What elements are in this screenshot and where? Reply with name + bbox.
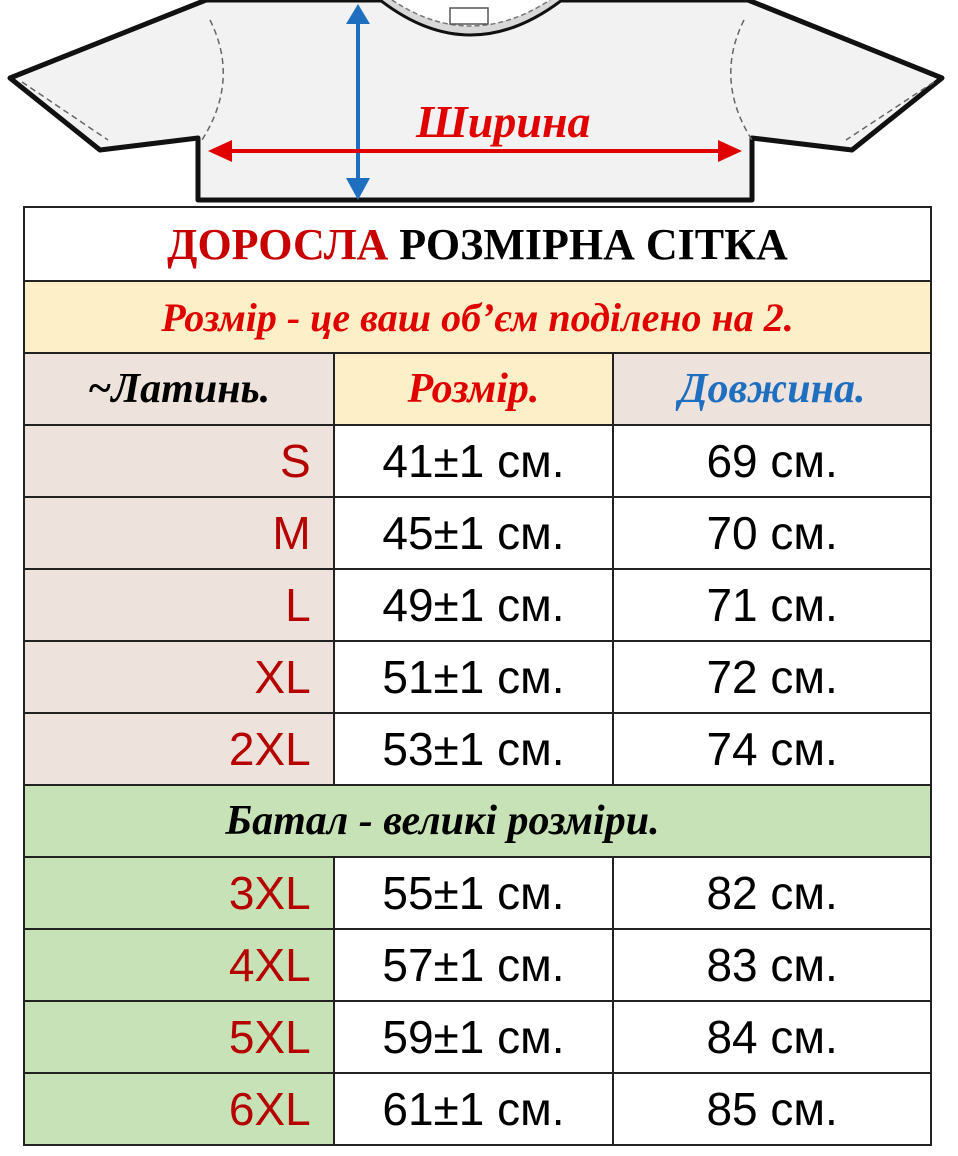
table-row: 6XL 61±1 см. 85 см. xyxy=(23,1072,932,1146)
latin-size: M xyxy=(23,496,335,570)
latin-size: 2XL xyxy=(23,712,335,786)
length-value: 69 см. xyxy=(612,424,932,498)
length-value: 83 см. xyxy=(612,928,932,1002)
header-latin: ~Латинь. xyxy=(23,352,335,426)
chart-title: ДОРОСЛА РОЗМІРНА СІТКА xyxy=(23,206,932,282)
size-chart-table: ДОРОСЛА РОЗМІРНА СІТКА Розмір - це ваш о… xyxy=(23,206,932,1146)
size-value: 59±1 см. xyxy=(332,1000,615,1074)
latin-size: S xyxy=(23,424,335,498)
size-value: 55±1 см. xyxy=(332,856,615,930)
length-value: 71 см. xyxy=(612,568,932,642)
table-row: 4XL 57±1 см. 83 см. xyxy=(23,928,932,1002)
size-note: Розмір - це ваш об’єм поділено на 2. xyxy=(23,280,932,354)
size-value: 49±1 см. xyxy=(332,568,615,642)
latin-size: 6XL xyxy=(23,1072,335,1146)
header-size: Розмір. xyxy=(332,352,615,426)
table-row: 3XL 55±1 см. 82 см. xyxy=(23,856,932,930)
header-row: ~Латинь. Розмір. Довжина. xyxy=(23,352,932,426)
size-value: 61±1 см. xyxy=(332,1072,615,1146)
latin-size: 4XL xyxy=(23,928,335,1002)
batal-heading: Батал - великі розміри. xyxy=(23,784,932,858)
latin-size: 5XL xyxy=(23,1000,335,1074)
width-label: Ширина xyxy=(416,96,591,147)
t-shirt-icon xyxy=(7,0,945,203)
table-row: XL 51±1 см. 72 см. xyxy=(23,640,932,714)
length-value: 70 см. xyxy=(612,496,932,570)
size-value: 57±1 см. xyxy=(332,928,615,1002)
latin-size: L xyxy=(23,568,335,642)
length-value: 72 см. xyxy=(612,640,932,714)
length-value: 82 см. xyxy=(612,856,932,930)
table-row: L 49±1 см. 71 см. xyxy=(23,568,932,642)
width-arrow-icon xyxy=(208,140,742,162)
batal-heading-row: Батал - великі розміри. xyxy=(23,784,932,858)
title-row: ДОРОСЛА РОЗМІРНА СІТКА xyxy=(23,206,932,282)
latin-size: XL xyxy=(23,640,335,714)
table-row: S 41±1 см. 69 см. xyxy=(23,424,932,498)
length-value: 74 см. xyxy=(612,712,932,786)
title-adult: ДОРОСЛА xyxy=(167,219,389,269)
table-row: 2XL 53±1 см. 74 см. xyxy=(23,712,932,786)
length-value: 85 см. xyxy=(612,1072,932,1146)
note-row: Розмір - це ваш об’єм поділено на 2. xyxy=(23,280,932,354)
title-size-grid: РОЗМІРНА СІТКА xyxy=(388,219,788,269)
size-value: 45±1 см. xyxy=(332,496,615,570)
size-value: 41±1 см. xyxy=(332,424,615,498)
header-length: Довжина. xyxy=(612,352,932,426)
size-value: 51±1 см. xyxy=(332,640,615,714)
latin-size: 3XL xyxy=(23,856,335,930)
table-row: 5XL 59±1 см. 84 см. xyxy=(23,1000,932,1074)
table-row: M 45±1 см. 70 см. xyxy=(23,496,932,570)
length-value: 84 см. xyxy=(612,1000,932,1074)
length-arrow-icon xyxy=(346,4,370,200)
size-value: 53±1 см. xyxy=(332,712,615,786)
